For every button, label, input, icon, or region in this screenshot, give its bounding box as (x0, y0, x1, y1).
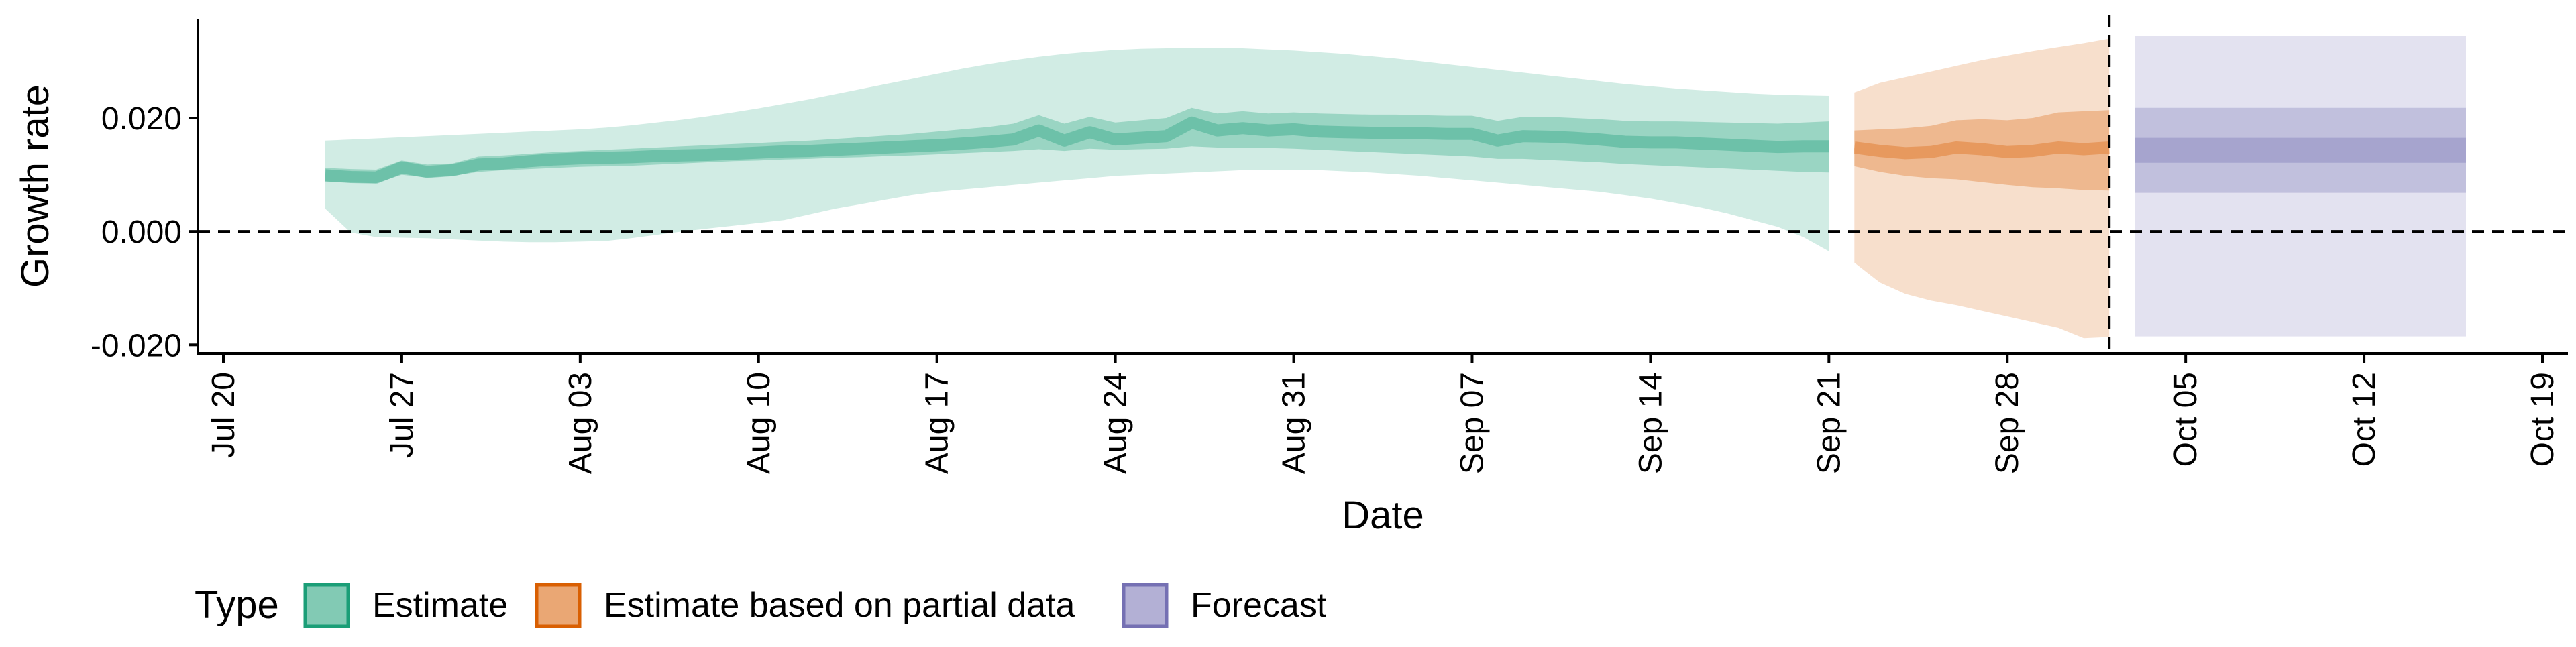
series-2-band-50 (2135, 107, 2466, 193)
x-tick-label: Aug 03 (563, 372, 598, 474)
series-1-band-90 (1854, 38, 2110, 339)
x-tick-label: Aug 31 (1277, 372, 1312, 474)
x-tick-label: Sep 07 (1455, 372, 1491, 474)
y-tick-label: -0.020 (91, 328, 182, 363)
tick-labels-layer: -0.020 0.000 0.020 Jul 20 Jul 27 Aug 03 Aug 10… (91, 101, 2561, 474)
x-tick-label: Oct 19 (2525, 372, 2561, 467)
axes-layer (189, 19, 2568, 363)
x-tick-label: Jul 20 (206, 372, 241, 458)
x-tick-label: Jul 27 (384, 372, 420, 458)
x-tick-label: Sep 21 (1811, 372, 1847, 474)
legend-entry: Forecast (1122, 583, 1327, 628)
x-axis-title: Date (1342, 493, 1424, 537)
y-tick-label: 0.020 (101, 101, 182, 137)
median-lines-layer (325, 116, 2110, 184)
x-tick-label: Aug 24 (1098, 372, 1134, 474)
x-tick-label: Aug 10 (741, 372, 777, 474)
series-1-median-line (1854, 141, 2110, 160)
series-2-band-30 (2135, 137, 2466, 163)
legend: Type Estimate Estimate based on partial da… (195, 583, 1327, 628)
y-tick-label: 0.000 (101, 215, 182, 250)
legend-entry: Estimate based on partial data (535, 583, 1075, 628)
x-tick-label: Oct 12 (2347, 372, 2382, 467)
series-2-band-90 (2135, 36, 2466, 337)
legend-label: Forecast (1191, 586, 1327, 625)
series-0-band-50 (325, 107, 1829, 184)
legend-swatch (303, 583, 350, 628)
legend-swatch (1122, 583, 1169, 628)
series-0-median-line (325, 116, 1829, 184)
x-tick-label: Oct 05 (2168, 372, 2204, 467)
reference-lines-layer (198, 15, 2568, 353)
legend-label: Estimate (372, 586, 508, 625)
series-1-band-50 (1854, 110, 2110, 191)
series-0-band-90 (325, 48, 1829, 251)
x-tick-label: Sep 28 (1990, 372, 2025, 474)
legend-title: Type (195, 583, 279, 627)
legend-swatch (535, 583, 582, 628)
ribbons-layer (325, 36, 2466, 339)
x-tick-label: Sep 14 (1633, 372, 1668, 474)
legend-entry: Estimate (303, 583, 508, 628)
legend-label: Estimate based on partial data (604, 586, 1075, 625)
y-axis-title: Growth rate (13, 84, 57, 288)
x-tick-label: Aug 17 (920, 372, 955, 474)
